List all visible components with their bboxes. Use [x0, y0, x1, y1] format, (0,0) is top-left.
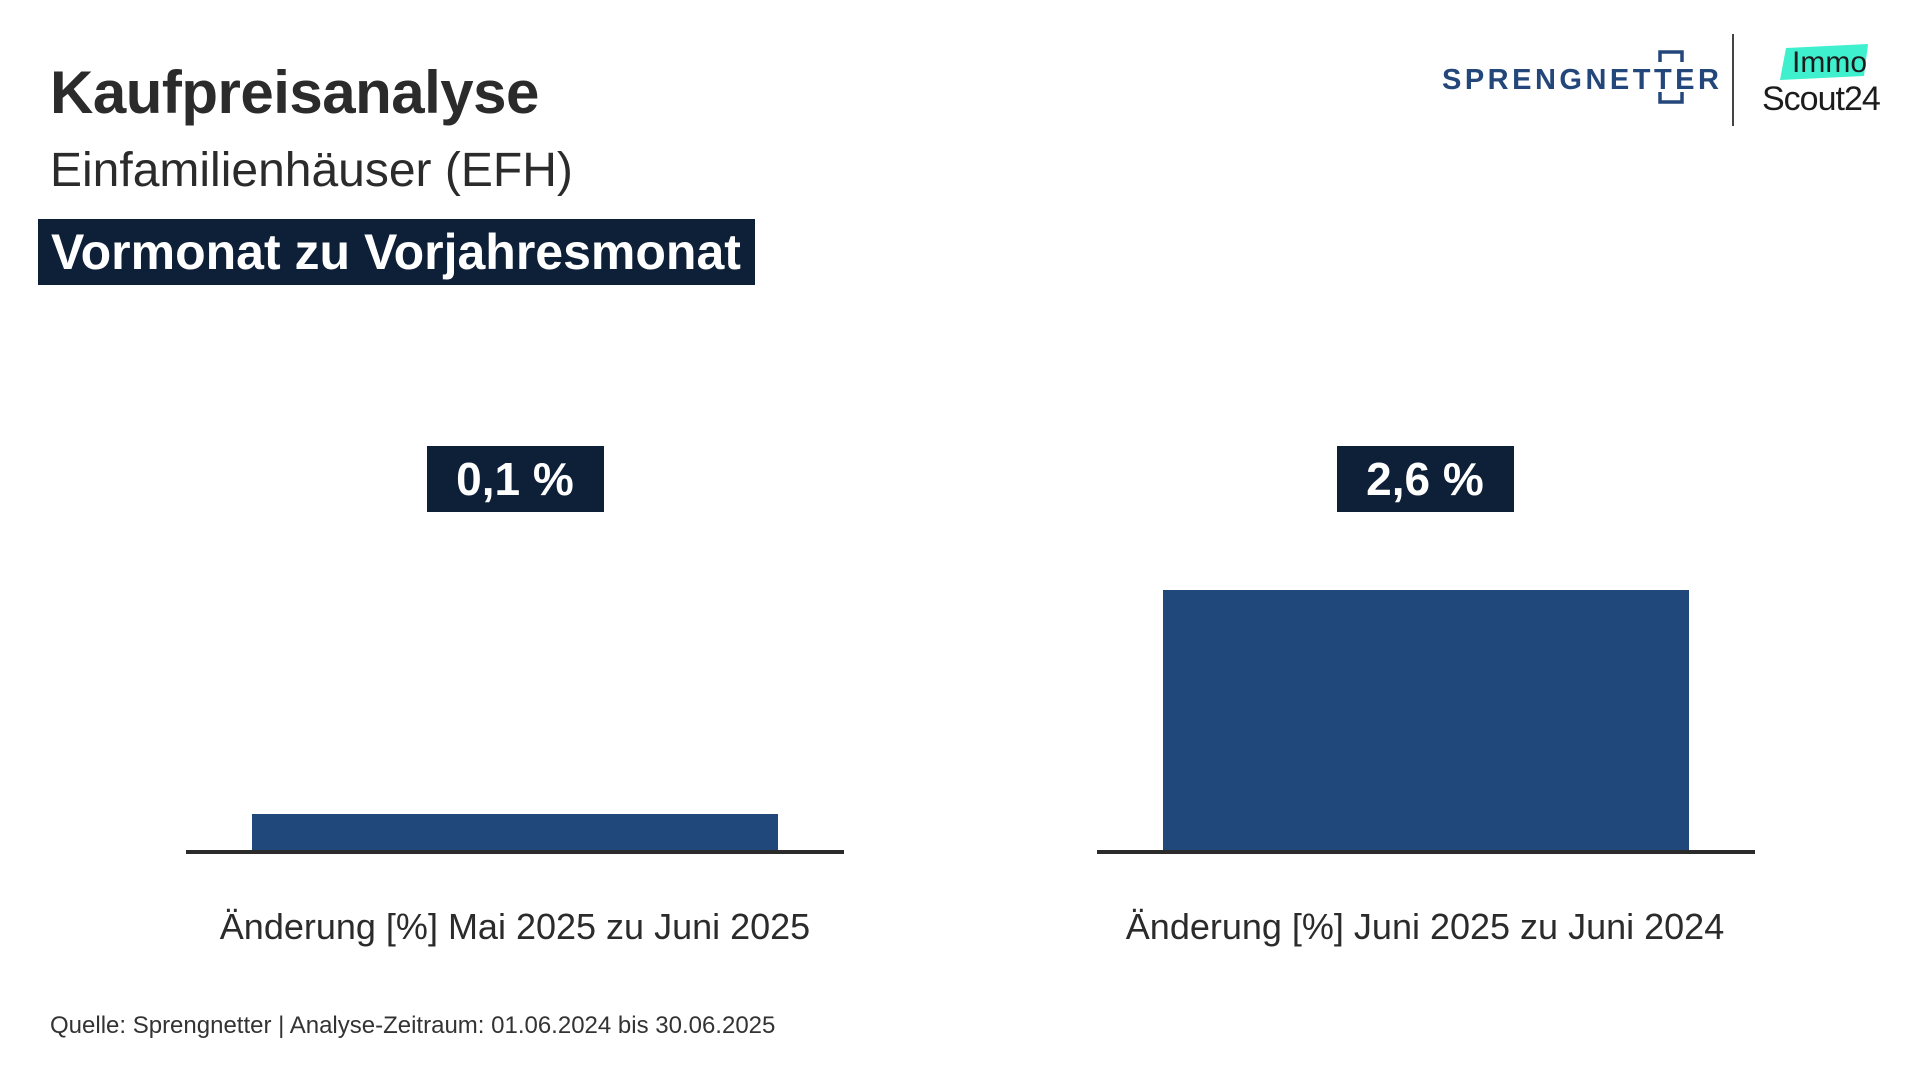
category-label-chart-2: Änderung [%] Juni 2025 zu Juni 2024: [1126, 906, 1724, 947]
value-label-box-chart-1: [427, 446, 604, 512]
value-label-chart-2: 2,6 %: [1366, 453, 1484, 505]
comparison-banner: Vormonat zu Vorjahresmonat: [38, 219, 755, 285]
sprengnetter-bracket-icon: [1658, 50, 1684, 104]
page-title: Kaufpreisanalyse: [50, 59, 539, 126]
immo-highlight-shape: [1780, 44, 1868, 80]
bar-chart-2: [1163, 590, 1689, 850]
scout24-logo-text: Scout24: [1762, 80, 1881, 118]
chart-1: 0,1 % Änderung [%] Mai 2025 zu Juni 2025: [186, 446, 844, 947]
value-label-chart-1: 0,1 %: [456, 453, 574, 505]
value-label-box-chart-2: [1337, 446, 1514, 512]
logo-divider: [1732, 34, 1734, 126]
bar-chart-1: [252, 814, 778, 850]
logo-group: SPRENGNETTER Immo Scout24: [1442, 30, 1882, 130]
source-note: Quelle: Sprengnetter | Analyse-Zeitraum:…: [50, 1012, 776, 1039]
category-label-chart-1: Änderung [%] Mai 2025 zu Juni 2025: [220, 906, 810, 947]
immo-logo-text: Immo: [1792, 46, 1867, 79]
page-subtitle: Einfamilienhäuser (EFH): [50, 144, 573, 197]
sprengnetter-logo: SPRENGNETTER: [1442, 64, 1723, 96]
chart-2: 2,6 % Änderung [%] Juni 2025 zu Juni 202…: [1097, 446, 1755, 947]
